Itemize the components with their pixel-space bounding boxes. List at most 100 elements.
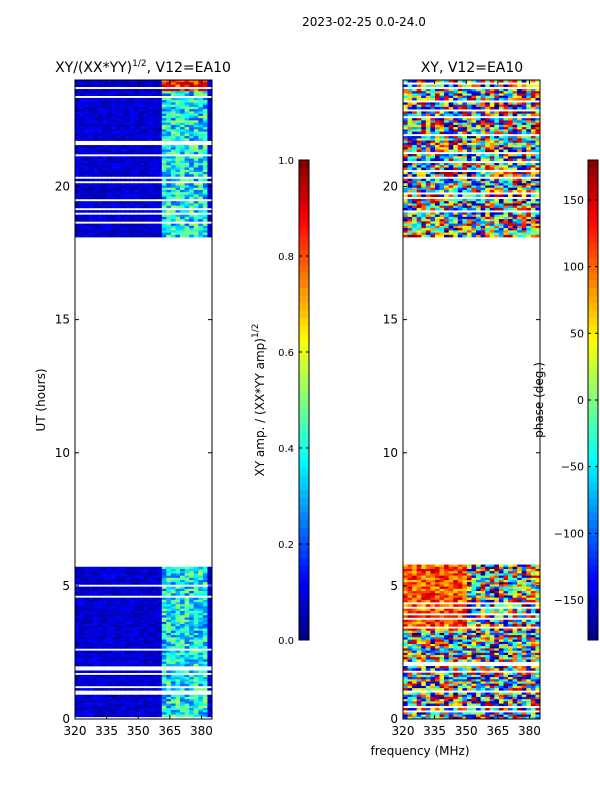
amp-heatmap-cell (129, 608, 135, 612)
amp-heatmap-cell (97, 655, 103, 658)
phase-heatmap-cell (508, 573, 514, 576)
amp-heatmap-cell (111, 82, 117, 85)
amp-heatmap-cell (202, 712, 208, 715)
phase-heatmap-cell (453, 643, 459, 647)
phase-heatmap-cell (517, 630, 523, 634)
amp-heatmap-cell (138, 131, 144, 135)
phase-heatmap-cell (466, 575, 472, 579)
amp-heatmap-cell (148, 610, 154, 614)
phase-heatmap-cell (512, 619, 518, 623)
amp-heatmap-cell (102, 133, 108, 137)
amp-heatmap-cell (129, 174, 135, 177)
amp-heatmap-cell (175, 118, 181, 121)
phase-heatmap-cell (462, 624, 468, 627)
amp-heatmap-cell (138, 127, 144, 130)
amp-heatmap-cell (93, 189, 99, 193)
phase-heatmap-cell (471, 657, 477, 660)
amp-heatmap-cell (157, 619, 163, 623)
amp-heatmap-cell (102, 169, 108, 173)
phase-heatmap-cell (521, 568, 527, 572)
amp-heatmap-cell (111, 624, 117, 627)
amp-heatmap-cell (97, 657, 103, 660)
amp-heatmap-cell (170, 694, 176, 698)
amp-heatmap-cell (175, 174, 181, 177)
amp-heatmap-cell (111, 712, 117, 715)
amp-heatmap-cell (207, 131, 213, 135)
phase-heatmap-cell (498, 586, 504, 590)
amp-heatmap-cell (102, 683, 108, 687)
amp-heatmap-cell (125, 575, 131, 579)
amp-heatmap-cell (84, 626, 90, 629)
amp-heatmap-cell (175, 604, 181, 607)
amp-heatmap-cell (134, 167, 140, 171)
phase-heatmap-cell (412, 679, 418, 682)
phase-heatmap-cell (476, 591, 482, 594)
amp-heatmap-cell (138, 681, 144, 685)
phase-heatmap-cell (508, 591, 514, 594)
phase-heatmap-cell (498, 615, 504, 618)
amp-heatmap-cell (207, 703, 213, 707)
amp-heatmap-cell (193, 131, 199, 135)
phase-heatmap-cell (485, 628, 491, 632)
amp-heatmap-cell (198, 203, 204, 206)
amp-heatmap-cell (116, 608, 122, 612)
amp-heatmap-cell (93, 106, 99, 110)
phase-heatmap-cell (498, 657, 504, 660)
phase-heatmap-cell (485, 604, 491, 607)
amp-heatmap-cell (148, 219, 154, 222)
amp-heatmap-cell (157, 102, 163, 105)
phase-heatmap-cell (403, 564, 409, 568)
amp-heatmap-cell (152, 156, 158, 159)
amp-heatmap-cell (84, 219, 90, 222)
amp-heatmap-cell (116, 84, 122, 88)
amp-heatmap-cell (79, 122, 85, 126)
amp-heatmap-cell (207, 230, 213, 233)
amp-heatmap-cell (84, 165, 90, 168)
amp-heatmap-cell (207, 158, 213, 162)
phase-heatmap-cell (498, 655, 504, 658)
amp-heatmap-cell (143, 201, 149, 204)
amp-heatmap-cell (75, 663, 81, 667)
amp-heatmap-cell (102, 630, 108, 634)
amp-heatmap-cell (193, 163, 199, 166)
amp-heatmap-cell (88, 701, 94, 704)
amp-heatmap-cell (120, 111, 126, 114)
amp-heatmap-cell (102, 643, 108, 647)
phase-heatmap-cell (521, 573, 527, 576)
amp-heatmap-cell (134, 652, 140, 656)
phase-heatmap-cell (471, 566, 477, 570)
amp-heatmap-cell (134, 588, 140, 592)
phase-heatmap-cell (489, 677, 495, 680)
amp-heatmap-cell (129, 657, 135, 660)
amp-heatmap-cell (148, 131, 154, 135)
phase-heatmap-cell (444, 608, 450, 612)
amp-heatmap-cell (116, 167, 122, 171)
phase-heatmap-cell (421, 604, 427, 607)
phase-heatmap-cell (453, 593, 459, 596)
phase-heatmap-cell (480, 580, 486, 583)
amp-colorbar-segment (299, 595, 309, 603)
phase-heatmap-cell (498, 648, 504, 651)
phase-heatmap-cell (485, 635, 491, 638)
phase-heatmap-cell (526, 655, 532, 658)
phase-heatmap-cell (412, 650, 418, 654)
amp-heatmap-cell (143, 714, 149, 718)
phase-heatmap-cell (521, 657, 527, 660)
amp-heatmap-cell (120, 234, 126, 238)
amp-heatmap-cell (116, 615, 122, 618)
phase-heatmap-cell (503, 582, 509, 585)
amp-heatmap-cell (189, 659, 195, 662)
phase-heatmap-cell (457, 564, 463, 568)
amp-heatmap-cell (106, 699, 113, 702)
amp-heatmap-cell (88, 568, 94, 572)
amp-heatmap-cell (125, 115, 131, 119)
amp-heatmap-cell (106, 575, 113, 579)
phase-heatmap-cell (521, 580, 527, 583)
amp-heatmap-cell (120, 216, 126, 220)
amp-heatmap-cell (129, 639, 135, 643)
amp-heatmap-cell (134, 712, 140, 715)
phase-heatmap-cell (508, 604, 514, 607)
phase-heatmap-cell (444, 624, 450, 627)
amp-heatmap-cell (193, 136, 199, 139)
phase-heatmap-cell (494, 632, 500, 636)
